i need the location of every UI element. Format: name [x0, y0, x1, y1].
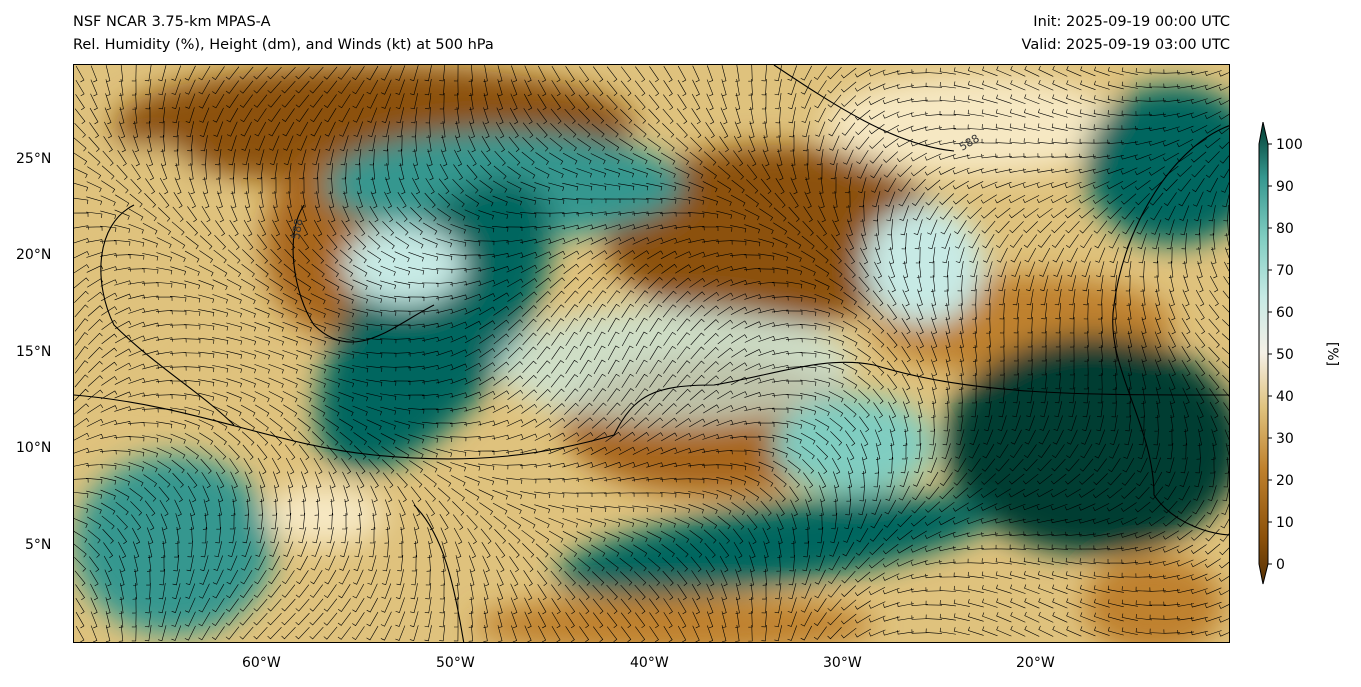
lat-label: 5°N: [25, 537, 52, 553]
lon-label: 30°W: [823, 655, 862, 671]
colorbar-tick-label: 90: [1276, 179, 1294, 195]
title-model: NSF NCAR 3.75-km MPAS-A: [73, 14, 271, 30]
lat-label: 15°N: [16, 344, 52, 360]
colorbar-tick-label: 100: [1276, 137, 1303, 153]
rh-field: 588 588: [74, 65, 1229, 642]
colorbar-label: [%]: [1324, 341, 1341, 367]
lon-label: 20°W: [1016, 655, 1055, 671]
title-fields: Rel. Humidity (%), Height (dm), and Wind…: [73, 37, 494, 53]
lat-label: 20°N: [16, 247, 52, 263]
colorbar-tick-label: 30: [1276, 431, 1294, 447]
colorbar-tick-label: 70: [1276, 263, 1294, 279]
colorbar-tick-label: 80: [1276, 221, 1294, 237]
lon-label: 60°W: [242, 655, 281, 671]
colorbar-tick-label: 50: [1276, 347, 1294, 363]
colorbar-tick-label: 20: [1276, 473, 1294, 489]
lon-label: 50°W: [436, 655, 475, 671]
colorbar-tick-label: 60: [1276, 305, 1294, 321]
contour-label: 588: [289, 218, 305, 241]
coastlines: [74, 65, 1229, 642]
init-time: Init: 2025-09-19 00:00 UTC: [1033, 14, 1230, 30]
lat-label: 25°N: [16, 151, 52, 167]
colorbar-tick-label: 40: [1276, 389, 1294, 405]
rh-map: 588 588: [73, 64, 1230, 643]
valid-time: Valid: 2025-09-19 03:00 UTC: [1021, 37, 1230, 53]
colorbar-tick-label: 10: [1276, 515, 1294, 531]
colorbar-tick-label: 0: [1276, 557, 1285, 573]
lon-label: 40°W: [630, 655, 669, 671]
wind-barbs: [74, 65, 1229, 642]
lat-label: 10°N: [16, 440, 52, 456]
